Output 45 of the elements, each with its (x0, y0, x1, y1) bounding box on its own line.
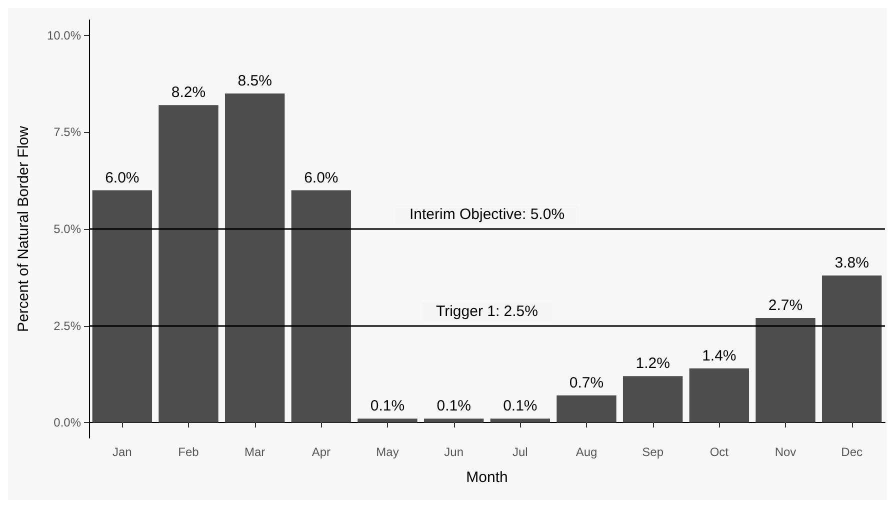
data-label: 0.1% (436, 398, 471, 415)
bar (291, 190, 352, 423)
data-label: 0.1% (503, 398, 538, 415)
data-label: 8.5% (238, 72, 272, 90)
data-label: 8.2% (171, 84, 206, 102)
bar (92, 190, 152, 423)
ref-line-label: Interim Objective: 5.0% (409, 206, 565, 223)
data-label: 0.7% (569, 374, 604, 392)
bar (224, 94, 285, 423)
data-label: 2.7% (768, 297, 803, 314)
x-tick-label: Feb (178, 445, 200, 459)
bar (358, 418, 418, 423)
y-tick-label: 2.5% (54, 318, 82, 333)
data-label: 0.1% (370, 398, 405, 415)
y-tick-label: 7.5% (54, 125, 82, 140)
y-tick-label: 10.0% (46, 28, 82, 42)
bar (556, 395, 616, 423)
ref-line-label: Trigger 1: 2.5% (436, 302, 538, 320)
bar (756, 318, 816, 423)
x-tick-label: Jun (444, 445, 464, 459)
x-tick-label: Sep (642, 445, 664, 459)
data-label: 1.2% (636, 355, 670, 372)
x-tick-label: Mar (244, 445, 266, 459)
data-label: 1.4% (702, 347, 736, 364)
x-tick-label: May (376, 445, 399, 459)
y-axis-title: Percent of Natural Border Flow (15, 126, 32, 332)
x-tick-label: Oct (710, 445, 730, 459)
data-label: 6.0% (304, 169, 338, 186)
y-tick-label: 5.0% (54, 222, 82, 236)
bar (822, 275, 882, 423)
x-tick-label: Jan (112, 445, 132, 459)
x-tick-label: Jul (512, 445, 528, 459)
x-tick-label: Aug (576, 445, 598, 459)
bar (622, 376, 683, 423)
bar (424, 418, 484, 423)
x-axis-title: Month (466, 469, 508, 486)
x-tick-label: Nov (774, 445, 796, 459)
data-label: 6.0% (105, 169, 140, 186)
bar (490, 418, 550, 423)
bar (158, 105, 218, 423)
data-label: 3.8% (834, 254, 869, 272)
y-tick-label: 0.0% (54, 416, 82, 430)
bar (689, 368, 750, 423)
x-tick-label: Dec (841, 445, 863, 459)
x-tick-label: Apr (312, 445, 331, 459)
